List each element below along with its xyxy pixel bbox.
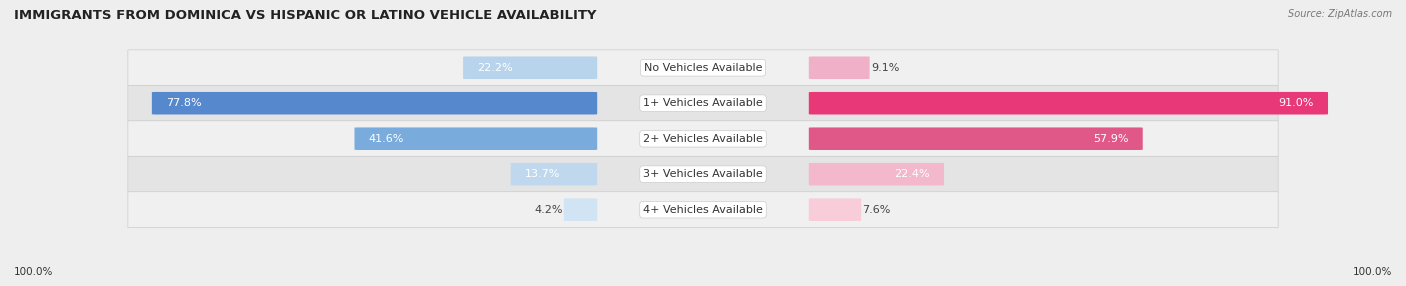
- Text: 77.8%: 77.8%: [166, 98, 201, 108]
- FancyBboxPatch shape: [808, 163, 943, 186]
- FancyBboxPatch shape: [808, 92, 1329, 114]
- Text: 4+ Vehicles Available: 4+ Vehicles Available: [643, 205, 763, 215]
- Text: 13.7%: 13.7%: [524, 169, 560, 179]
- FancyBboxPatch shape: [808, 56, 869, 79]
- Text: No Vehicles Available: No Vehicles Available: [644, 63, 762, 73]
- FancyBboxPatch shape: [510, 163, 598, 186]
- Text: 1+ Vehicles Available: 1+ Vehicles Available: [643, 98, 763, 108]
- Text: 22.4%: 22.4%: [894, 169, 929, 179]
- Text: 4.2%: 4.2%: [534, 205, 562, 215]
- Text: Source: ZipAtlas.com: Source: ZipAtlas.com: [1288, 9, 1392, 19]
- Text: 22.2%: 22.2%: [477, 63, 513, 73]
- Text: 57.9%: 57.9%: [1092, 134, 1129, 144]
- Text: 3+ Vehicles Available: 3+ Vehicles Available: [643, 169, 763, 179]
- Text: 9.1%: 9.1%: [870, 63, 900, 73]
- FancyBboxPatch shape: [564, 198, 598, 221]
- Text: 7.6%: 7.6%: [862, 205, 891, 215]
- Text: 100.0%: 100.0%: [1353, 267, 1392, 277]
- FancyBboxPatch shape: [354, 128, 598, 150]
- Text: IMMIGRANTS FROM DOMINICA VS HISPANIC OR LATINO VEHICLE AVAILABILITY: IMMIGRANTS FROM DOMINICA VS HISPANIC OR …: [14, 9, 596, 21]
- FancyBboxPatch shape: [128, 121, 1278, 157]
- FancyBboxPatch shape: [128, 156, 1278, 192]
- FancyBboxPatch shape: [463, 56, 598, 79]
- FancyBboxPatch shape: [808, 198, 862, 221]
- Text: 91.0%: 91.0%: [1278, 98, 1313, 108]
- FancyBboxPatch shape: [128, 50, 1278, 86]
- Text: 41.6%: 41.6%: [368, 134, 404, 144]
- FancyBboxPatch shape: [128, 192, 1278, 228]
- Text: 2+ Vehicles Available: 2+ Vehicles Available: [643, 134, 763, 144]
- FancyBboxPatch shape: [152, 92, 598, 114]
- Text: 100.0%: 100.0%: [14, 267, 53, 277]
- FancyBboxPatch shape: [128, 85, 1278, 121]
- FancyBboxPatch shape: [808, 128, 1143, 150]
